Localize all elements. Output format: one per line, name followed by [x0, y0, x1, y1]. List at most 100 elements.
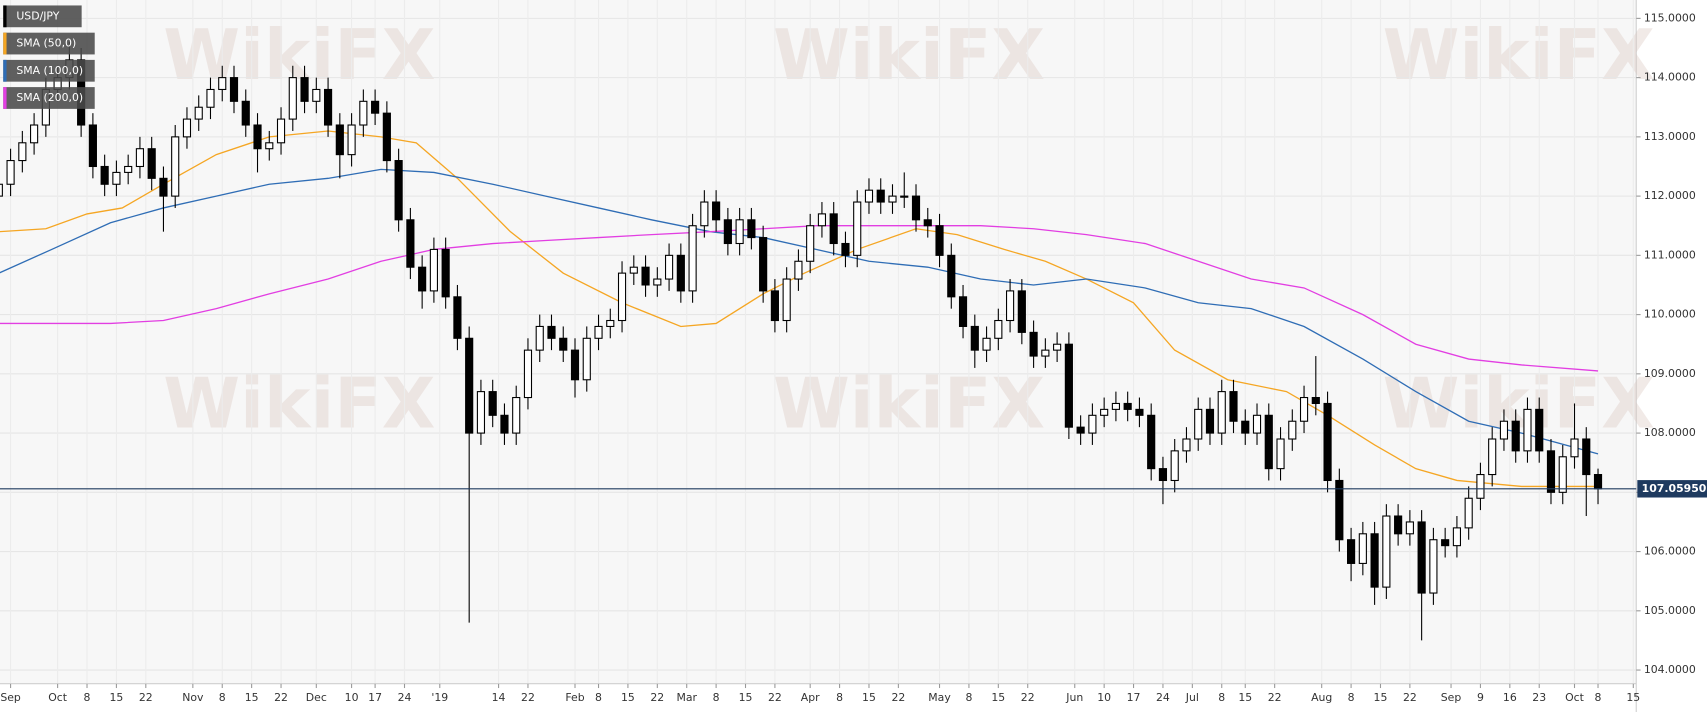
- candle-body: [1523, 408, 1532, 452]
- candle-body: [218, 77, 227, 91]
- candle-body: [1299, 396, 1309, 422]
- x-tick-label: 22: [1021, 691, 1035, 704]
- candle-body: [1358, 533, 1367, 564]
- candle-body: [335, 124, 344, 156]
- candle-body: [594, 325, 603, 339]
- x-tick-label: 17: [1127, 691, 1141, 704]
- y-tick-label: 105.0000: [1644, 604, 1696, 617]
- candle-body: [559, 337, 568, 351]
- x-tick-label: 15: [1374, 691, 1388, 704]
- candle-body: [147, 148, 156, 179]
- candle-body: [1558, 456, 1567, 493]
- legend-box: [3, 59, 95, 82]
- candle-body: [394, 160, 403, 221]
- x-tick-label: 22: [650, 691, 664, 704]
- candle-body: [958, 296, 968, 327]
- x-tick-label: 8: [1218, 691, 1225, 704]
- candle-body: [359, 100, 368, 126]
- y-tick-label: 115.0000: [1644, 11, 1696, 24]
- x-tick-label: Mar: [676, 691, 697, 704]
- x-tick-label: 22: [139, 691, 153, 704]
- legend-label: SMA (100,0): [16, 64, 83, 77]
- x-tick-label: 22: [521, 691, 535, 704]
- candle-body: [664, 254, 674, 280]
- candle-body: [488, 391, 497, 416]
- candle-body: [1170, 450, 1179, 482]
- legend-box: [3, 5, 82, 28]
- candle-body: [206, 88, 215, 108]
- candle-body: [194, 106, 203, 120]
- candle-body: [241, 100, 250, 126]
- x-tick-label: 8: [219, 691, 226, 704]
- x-tick-label: Apr: [801, 691, 820, 704]
- x-tick-label: 22: [274, 691, 288, 704]
- watermark: WikiFX: [163, 15, 435, 96]
- candle-body: [465, 337, 474, 434]
- candle-body: [629, 266, 638, 274]
- x-tick-label: 14: [492, 691, 506, 704]
- candle-body: [6, 160, 15, 185]
- candles: [0, 42, 1603, 641]
- candle-body: [1264, 414, 1273, 470]
- candle-body: [1394, 515, 1403, 535]
- x-tick-label: 15: [1238, 691, 1252, 704]
- candle-body: [100, 165, 109, 185]
- candle-body: [1488, 438, 1497, 476]
- x-tick-label: Jun: [1065, 691, 1083, 704]
- candle-body: [112, 171, 121, 185]
- x-tick-label: Sep: [1441, 691, 1462, 704]
- candle-body: [1499, 420, 1509, 440]
- x-tick-label: Dec: [306, 691, 327, 704]
- candle-body: [970, 325, 979, 351]
- x-tick-label: 22: [768, 691, 782, 704]
- candle-body: [1441, 539, 1450, 547]
- candle-body: [1123, 402, 1132, 410]
- candle-body: [347, 124, 356, 156]
- x-tick-label: 23: [1532, 691, 1546, 704]
- candle-body: [1311, 396, 1320, 405]
- candle-body: [994, 319, 1003, 339]
- candle-body: [371, 100, 380, 114]
- candle-body: [1370, 533, 1379, 588]
- candle-body: [265, 142, 274, 150]
- x-tick-label: 16: [1503, 691, 1517, 704]
- candle-body: [1111, 402, 1120, 410]
- x-tick-label: 15: [109, 691, 123, 704]
- candle-body: [770, 290, 779, 322]
- candle-body: [676, 254, 685, 292]
- x-tick-label: 15: [1626, 691, 1640, 704]
- legend-box: [3, 87, 95, 109]
- candle-body: [1182, 438, 1191, 452]
- legend-swatch: [3, 87, 7, 109]
- legend-swatch: [3, 5, 7, 28]
- x-tick-label: Feb: [565, 691, 584, 704]
- x-tick-label: 15: [862, 691, 876, 704]
- candle-body: [1582, 438, 1591, 476]
- y-tick-label: 104.0000: [1644, 663, 1696, 676]
- candle-body: [911, 195, 921, 221]
- candle-body: [1017, 290, 1026, 333]
- candle-body: [276, 118, 286, 144]
- watermark: WikiFX: [163, 363, 435, 444]
- candle-body: [864, 189, 874, 203]
- x-tick-label: May: [928, 691, 951, 704]
- candle-body: [1570, 438, 1579, 458]
- last-price-label: 107.05950: [1642, 482, 1707, 495]
- candle-body: [1335, 479, 1344, 541]
- candle-body: [1417, 521, 1426, 594]
- candle-body: [1546, 450, 1556, 493]
- candle-body: [1158, 468, 1168, 482]
- candle-body: [1194, 408, 1203, 440]
- x-tick-label: Oct: [48, 691, 67, 704]
- candle-body: [476, 391, 486, 434]
- x-tick-label: 8: [713, 691, 720, 704]
- candle-body: [0, 183, 3, 197]
- candle-body: [1347, 539, 1356, 564]
- candle-body: [535, 325, 544, 351]
- x-tick-label: 22: [891, 691, 905, 704]
- candle-body: [135, 148, 145, 168]
- candle-body: [1452, 527, 1461, 547]
- candle-body: [982, 337, 991, 351]
- candle-body: [759, 237, 768, 292]
